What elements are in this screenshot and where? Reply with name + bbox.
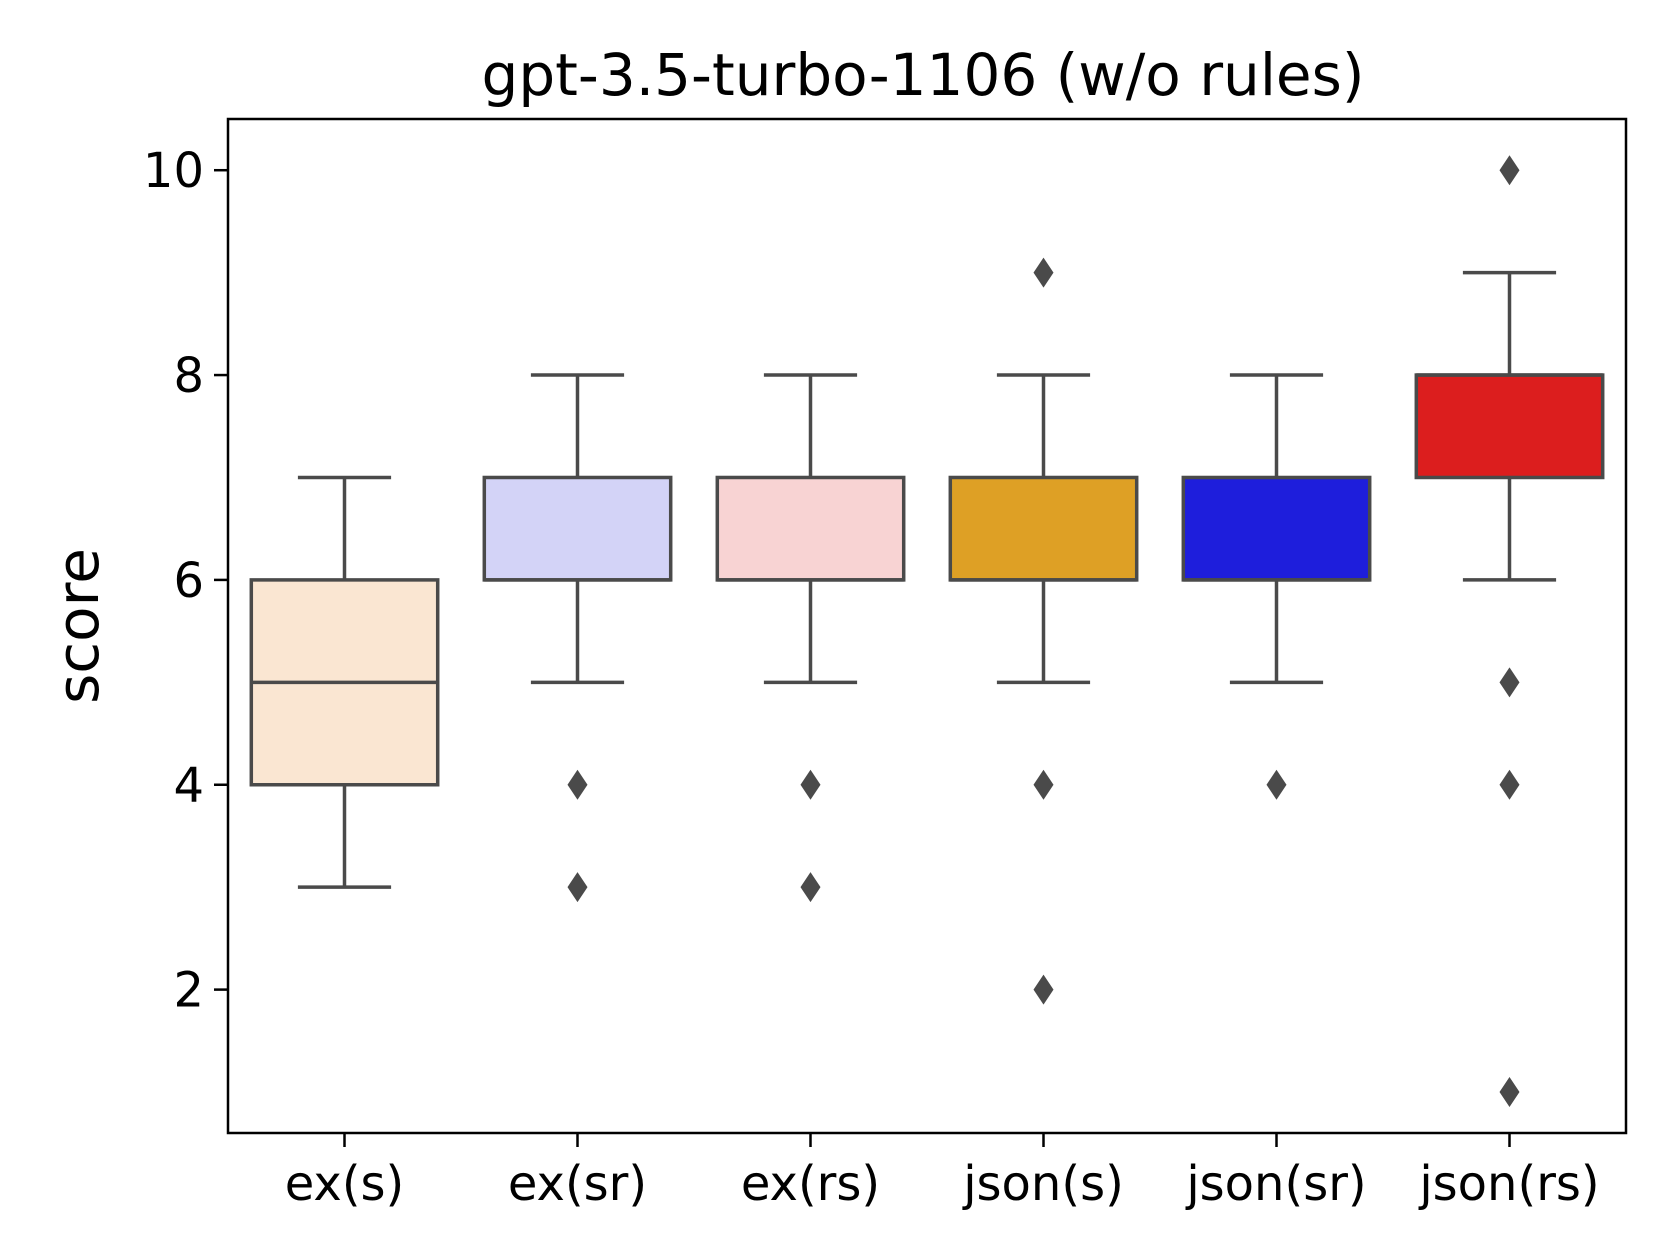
box bbox=[715, 475, 906, 582]
y-tick-label: 6 bbox=[173, 553, 204, 609]
box bbox=[482, 475, 673, 582]
box bbox=[1181, 475, 1372, 582]
plot-frame bbox=[226, 117, 1628, 1135]
x-tick-label: ex(sr) bbox=[508, 1156, 647, 1212]
chart-title: gpt-3.5-turbo-1106 (w/o rules) bbox=[482, 41, 1365, 109]
y-tick-label: 10 bbox=[143, 143, 204, 199]
x-tick-label: json(rs) bbox=[1418, 1156, 1599, 1212]
y-tick-label: 2 bbox=[173, 963, 204, 1019]
x-tick-label: json(s) bbox=[962, 1156, 1124, 1212]
outlier-point bbox=[1033, 769, 1054, 800]
outlier-point bbox=[1499, 667, 1520, 698]
box bbox=[948, 475, 1139, 582]
y-tick-label: 4 bbox=[173, 758, 204, 814]
outlier-point bbox=[800, 769, 821, 800]
outlier-point bbox=[1499, 1077, 1520, 1108]
y-axis-label: score bbox=[44, 548, 112, 704]
box bbox=[1414, 373, 1605, 480]
outlier-point bbox=[567, 872, 588, 903]
outlier-point bbox=[1499, 769, 1520, 800]
x-tick-label: ex(s) bbox=[285, 1156, 405, 1212]
y-tick-label: 8 bbox=[173, 348, 204, 404]
x-tick-label: ex(rs) bbox=[741, 1156, 880, 1212]
outlier-point bbox=[1499, 155, 1520, 186]
outlier-point bbox=[1266, 769, 1287, 800]
outlier-point bbox=[1033, 974, 1054, 1005]
outlier-point bbox=[567, 769, 588, 800]
outlier-point bbox=[800, 872, 821, 903]
outlier-point bbox=[1033, 257, 1054, 288]
x-tick-label: json(sr) bbox=[1185, 1156, 1366, 1212]
plot-area: 2 4 6 8 10 ex(s) ex(sr) ex(rs) json(s) json(sr) js… bbox=[143, 143, 1605, 1212]
